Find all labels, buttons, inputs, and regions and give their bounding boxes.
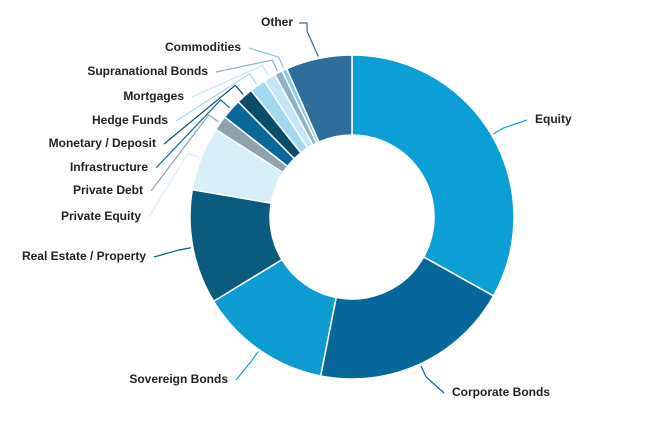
slice-label: Private Equity: [61, 209, 141, 223]
slice-label: Hedge Funds: [92, 113, 168, 127]
donut-slice: [285, 54, 353, 143]
leader-line: [420, 365, 445, 394]
slice-label: Equity: [535, 112, 572, 126]
leader-line: [248, 47, 285, 69]
slice-label: Corporate Bonds: [452, 385, 550, 399]
donut-slice: [319, 255, 495, 380]
slice-label: Infrastructure: [70, 160, 148, 174]
donut-slice: [351, 54, 515, 297]
leader-line: [191, 64, 270, 98]
leader-line: [215, 59, 279, 73]
slice-label: Mortgages: [123, 89, 184, 103]
slice-label: Supranational Bonds: [87, 64, 208, 78]
slice-label: Monetary / Deposit: [49, 136, 156, 150]
slice-label: Real Estate / Property: [22, 249, 146, 263]
leader-line: [150, 114, 219, 192]
leader-line: [153, 247, 192, 258]
leader-line: [175, 73, 257, 122]
leader-line: [493, 119, 528, 135]
leader-line: [155, 98, 231, 169]
leader-line: [235, 351, 259, 381]
slice-label: Sovereign Bonds: [129, 372, 228, 386]
leader-line: [163, 84, 244, 145]
slice-label: Commodities: [165, 40, 241, 54]
leader-line: [299, 22, 319, 57]
leader-line: [148, 152, 200, 218]
slice-label: Private Debt: [73, 183, 143, 197]
slice-label: Other: [261, 15, 293, 29]
